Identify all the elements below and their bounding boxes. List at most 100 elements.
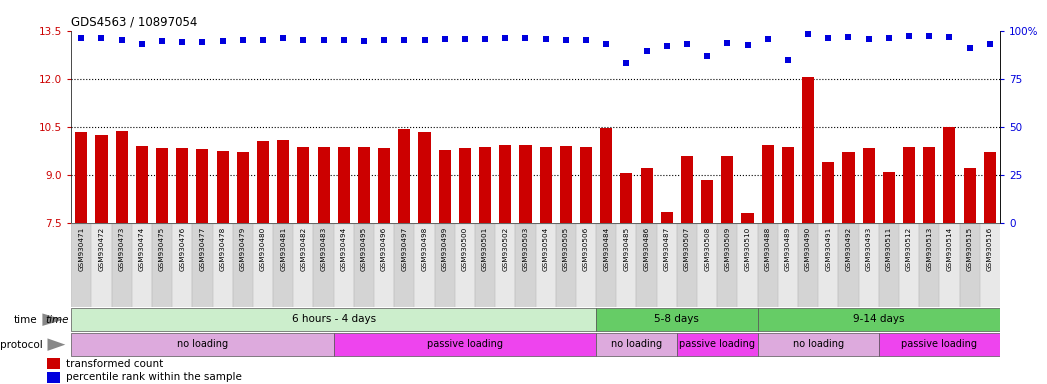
Point <box>557 36 574 43</box>
Point <box>437 36 453 42</box>
Bar <box>822 162 834 223</box>
Polygon shape <box>47 338 65 351</box>
Point <box>537 36 554 42</box>
Bar <box>737 223 758 307</box>
Bar <box>676 333 758 356</box>
Text: passive loading: passive loading <box>427 339 503 349</box>
Text: GSM930499: GSM930499 <box>442 227 448 271</box>
Bar <box>193 223 213 307</box>
Text: GSM930486: GSM930486 <box>644 227 649 271</box>
Point <box>194 38 210 45</box>
Text: time: time <box>14 314 38 325</box>
Bar <box>293 223 313 307</box>
Point <box>739 42 756 48</box>
Text: GSM930492: GSM930492 <box>846 227 851 271</box>
Bar <box>637 223 656 307</box>
Bar <box>75 131 87 223</box>
Bar <box>761 145 774 223</box>
Text: GSM930507: GSM930507 <box>684 227 690 271</box>
Text: GSM930490: GSM930490 <box>805 227 811 271</box>
Text: GSM930504: GSM930504 <box>542 227 549 271</box>
Point <box>578 37 595 43</box>
Point <box>254 36 271 43</box>
Bar <box>798 223 818 307</box>
Bar <box>415 223 435 307</box>
Bar <box>47 359 60 369</box>
Bar <box>313 223 334 307</box>
Text: transformed count: transformed count <box>66 359 163 369</box>
Bar <box>943 127 956 223</box>
Bar <box>115 131 128 223</box>
Bar <box>883 172 895 223</box>
Bar <box>515 223 536 307</box>
Bar <box>519 145 532 223</box>
Point <box>335 36 352 43</box>
Text: 9-14 days: 9-14 days <box>853 314 905 324</box>
Text: no loading: no loading <box>793 339 844 349</box>
Bar <box>899 223 919 307</box>
Bar <box>641 168 652 223</box>
Text: GSM930482: GSM930482 <box>300 227 307 271</box>
Bar <box>963 168 976 223</box>
Bar <box>358 147 370 223</box>
Bar <box>802 77 815 223</box>
Bar <box>398 129 410 223</box>
Bar <box>237 152 249 223</box>
Bar <box>495 223 515 307</box>
Point <box>295 36 312 43</box>
Text: GSM930491: GSM930491 <box>825 227 831 271</box>
Point <box>174 38 191 45</box>
Bar <box>338 147 350 223</box>
Bar <box>600 128 612 223</box>
Point <box>356 38 373 44</box>
Text: GSM930489: GSM930489 <box>785 227 790 271</box>
Text: GSM930513: GSM930513 <box>927 227 932 271</box>
Text: GSM930477: GSM930477 <box>199 227 205 271</box>
Point <box>274 35 291 41</box>
Point <box>900 33 917 40</box>
Point <box>861 36 877 42</box>
Point <box>639 48 655 54</box>
Bar <box>580 147 592 223</box>
Text: GSM930496: GSM930496 <box>381 227 387 271</box>
Point <box>881 35 897 41</box>
Bar <box>596 308 758 331</box>
Bar <box>232 223 253 307</box>
Point <box>698 53 715 59</box>
Bar <box>984 152 996 223</box>
Bar <box>576 223 596 307</box>
Bar <box>354 223 374 307</box>
Bar <box>697 223 717 307</box>
Text: GSM930479: GSM930479 <box>240 227 246 271</box>
Bar <box>419 131 430 223</box>
Text: GSM930493: GSM930493 <box>866 227 872 271</box>
Point <box>659 43 675 49</box>
Text: GSM930516: GSM930516 <box>986 227 993 271</box>
Bar <box>435 223 454 307</box>
Bar <box>172 223 193 307</box>
Bar <box>661 212 673 223</box>
Bar <box>47 372 60 382</box>
Text: GSM930515: GSM930515 <box>966 227 973 271</box>
Text: GSM930472: GSM930472 <box>98 227 105 271</box>
Bar <box>539 147 552 223</box>
Text: GSM930506: GSM930506 <box>583 227 589 271</box>
Text: GSM930509: GSM930509 <box>725 227 731 271</box>
Point <box>780 56 797 63</box>
Bar <box>213 223 232 307</box>
Point <box>719 40 736 46</box>
Bar <box>536 223 556 307</box>
Text: GSM930512: GSM930512 <box>906 227 912 271</box>
Bar <box>923 147 935 223</box>
Bar <box>560 146 572 223</box>
Bar <box>758 223 778 307</box>
Text: GSM930474: GSM930474 <box>139 227 144 271</box>
Point <box>93 35 110 41</box>
Bar <box>903 147 915 223</box>
Bar <box>939 223 959 307</box>
Text: passive loading: passive loading <box>680 339 755 349</box>
Bar <box>878 223 899 307</box>
Point <box>133 41 150 47</box>
Point <box>961 45 978 51</box>
Bar <box>317 147 330 223</box>
